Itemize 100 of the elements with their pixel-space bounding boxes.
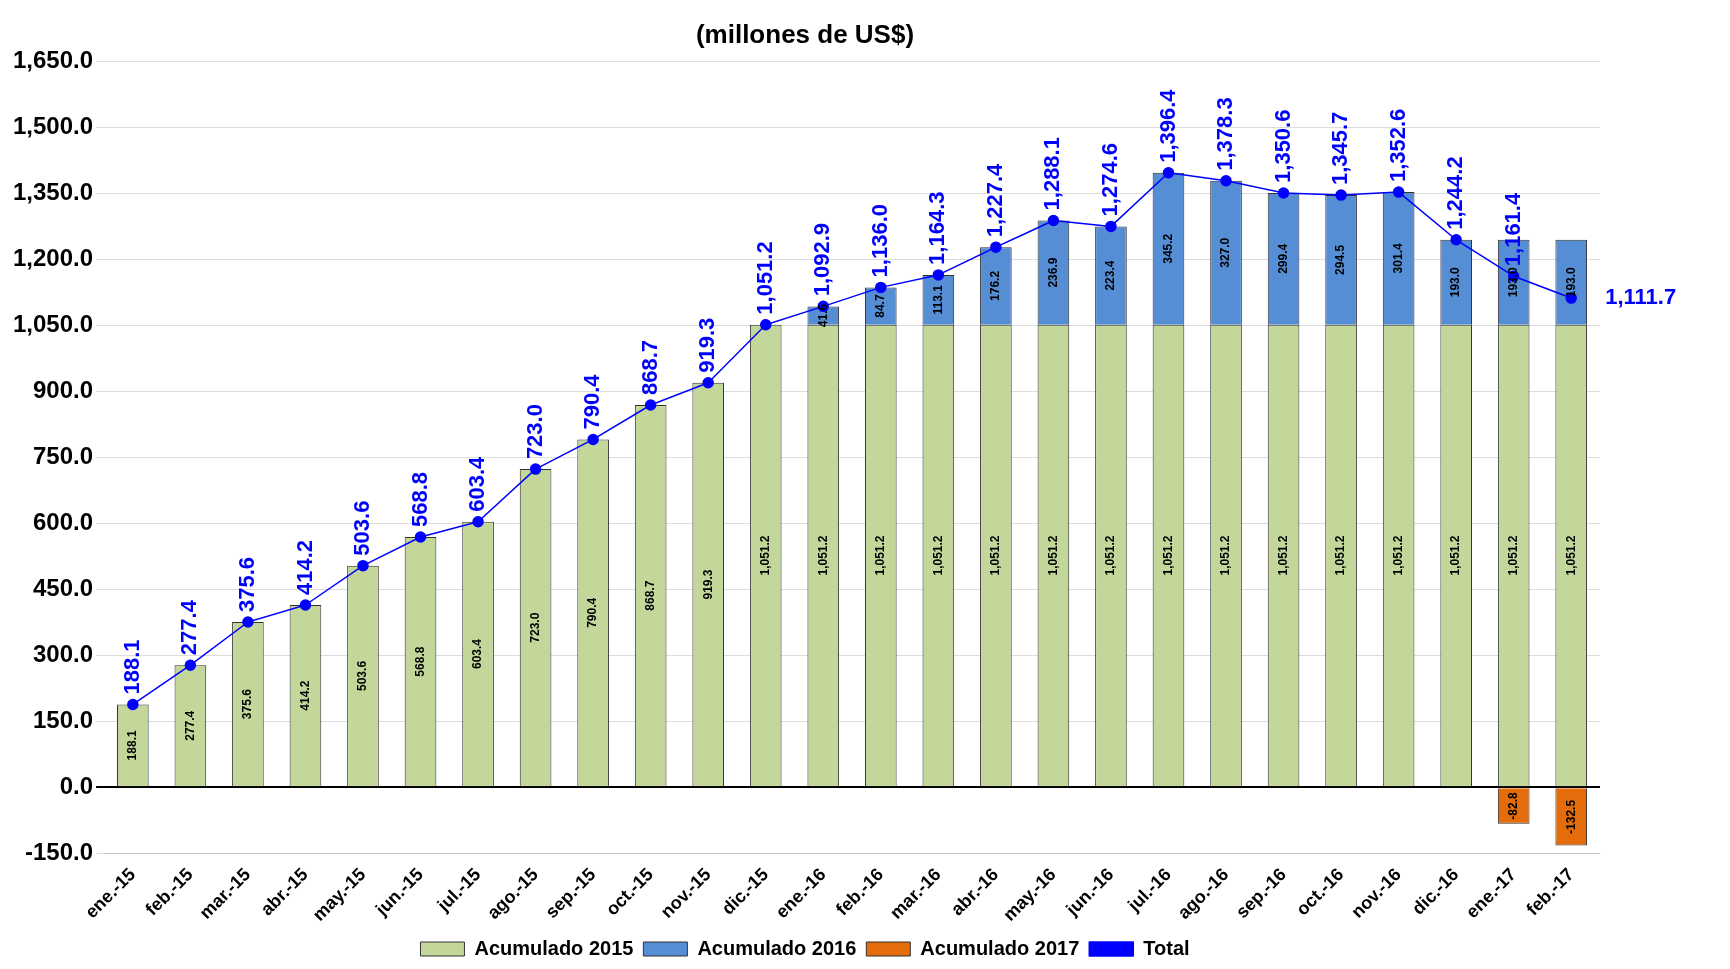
point	[357, 559, 369, 572]
data-label: 1,352.6	[1384, 108, 1410, 183]
data-label: 1,051.2	[1160, 535, 1175, 576]
point	[702, 376, 714, 389]
y-tick-label: 150.0	[33, 705, 94, 733]
point	[1277, 187, 1290, 199]
data-label: 1,051.2	[988, 535, 1003, 576]
point	[529, 463, 542, 475]
data-label: 1,345.7	[1327, 111, 1353, 186]
data-label: -82.8	[1506, 791, 1521, 820]
data-label: 568.8	[412, 646, 427, 677]
data-label: 1,051.2	[873, 535, 888, 576]
data-label: 1,051.2	[751, 241, 777, 315]
data-label: 503.6	[355, 660, 370, 691]
y-tick-label: -150.0	[25, 837, 94, 865]
data-label: 868.7	[642, 580, 657, 611]
data-label: 375.6	[233, 556, 259, 612]
data-label: 193.0	[1563, 266, 1578, 298]
data-label: 301.4	[1390, 243, 1405, 274]
data-label: 193.0	[1506, 266, 1521, 298]
point	[472, 515, 484, 528]
data-label: 223.4	[1103, 260, 1118, 291]
data-label: 299.4	[1275, 243, 1290, 274]
data-label: 193.0	[1448, 266, 1463, 298]
data-label: 1,051.2	[758, 535, 773, 576]
data-label: -132.5	[1563, 799, 1578, 834]
data-label: 1,051.2	[815, 535, 830, 576]
data-label: 327.0	[1218, 237, 1233, 268]
data-label: 84.7	[873, 294, 888, 318]
data-label: 188.1	[118, 639, 144, 695]
point	[644, 399, 657, 411]
data-label: 1,092.9	[809, 222, 835, 297]
data-label: 1,051.2	[1563, 535, 1578, 576]
data-label: 503.6	[349, 500, 375, 556]
data-label: 345.2	[1160, 233, 1175, 264]
y-tick-label: 1,500.0	[13, 111, 94, 139]
legend-label: Acumulado 2015	[474, 936, 634, 959]
point	[587, 433, 599, 446]
data-label: 1,111.7	[1605, 284, 1677, 310]
point	[1335, 189, 1347, 201]
y-tick-label: 300.0	[33, 639, 94, 667]
data-label: 41.6	[815, 303, 830, 328]
data-label: 188.1	[125, 730, 140, 761]
y-tick-label: 900.0	[33, 375, 94, 403]
point	[414, 531, 427, 543]
data-label: 113.1	[930, 284, 945, 315]
data-label: 790.4	[585, 597, 600, 628]
y-tick-label: 600.0	[33, 507, 94, 535]
data-label: 919.3	[694, 317, 720, 373]
point	[1220, 175, 1232, 187]
point	[1450, 234, 1462, 246]
data-label: 414.2	[291, 539, 317, 595]
data-label: 603.4	[464, 455, 490, 512]
data-label: 603.4	[470, 638, 485, 670]
y-tick-label: 0.0	[59, 771, 94, 799]
data-label: 1,227.4	[981, 162, 1007, 238]
data-label: 414.2	[297, 680, 312, 711]
y-tick-label: 1,200.0	[13, 243, 94, 271]
point	[299, 599, 312, 611]
data-label: 1,136.0	[866, 203, 892, 278]
data-label: 277.4	[182, 710, 197, 741]
data-label: 1,161.4	[1499, 192, 1525, 267]
point	[875, 281, 887, 294]
data-label: 294.5	[1333, 244, 1348, 275]
data-label: 1,396.4	[1154, 88, 1180, 163]
data-label: 176.2	[988, 270, 1003, 301]
data-label: 868.7	[636, 339, 662, 395]
legend-label: Acumulado 2017	[920, 936, 1080, 959]
y-tick-label: 1,350.0	[13, 177, 94, 205]
point	[932, 269, 945, 281]
point	[1392, 186, 1405, 198]
data-label: 1,378.3	[1212, 97, 1238, 171]
point	[1047, 214, 1060, 227]
data-label: 1,051.2	[1333, 535, 1348, 576]
data-label: 723.0	[527, 612, 542, 643]
y-tick-label: 750.0	[33, 441, 94, 469]
point	[990, 241, 1002, 253]
point	[1162, 167, 1175, 179]
y-tick-label: 1,050.0	[13, 309, 94, 337]
data-label: 1,274.6	[1097, 142, 1123, 217]
data-label: 375.6	[240, 688, 255, 720]
legend-label: Total	[1143, 936, 1190, 959]
data-label: 919.3	[700, 569, 715, 600]
data-label: 1,051.2	[1045, 535, 1060, 576]
data-label: 1,350.6	[1269, 109, 1295, 183]
legend-label: Acumulado 2016	[697, 936, 857, 959]
data-label: 1,051.2	[1390, 535, 1405, 576]
data-label: 277.4	[176, 599, 202, 656]
data-label: 1,051.2	[1506, 535, 1521, 576]
data-label: 236.9	[1045, 257, 1060, 288]
y-tick-label: 1,650.0	[13, 45, 94, 73]
data-label: 1,051.2	[1275, 535, 1290, 576]
chart-title: (millones de US$)	[695, 18, 915, 49]
point	[759, 318, 772, 331]
data-label: 1,164.3	[924, 191, 950, 265]
data-label: 1,051.2	[930, 535, 945, 576]
point	[1105, 220, 1117, 233]
data-label: 1,051.2	[1218, 535, 1233, 576]
data-label: 1,051.2	[1103, 535, 1118, 576]
data-label: 1,288.1	[1039, 137, 1065, 211]
